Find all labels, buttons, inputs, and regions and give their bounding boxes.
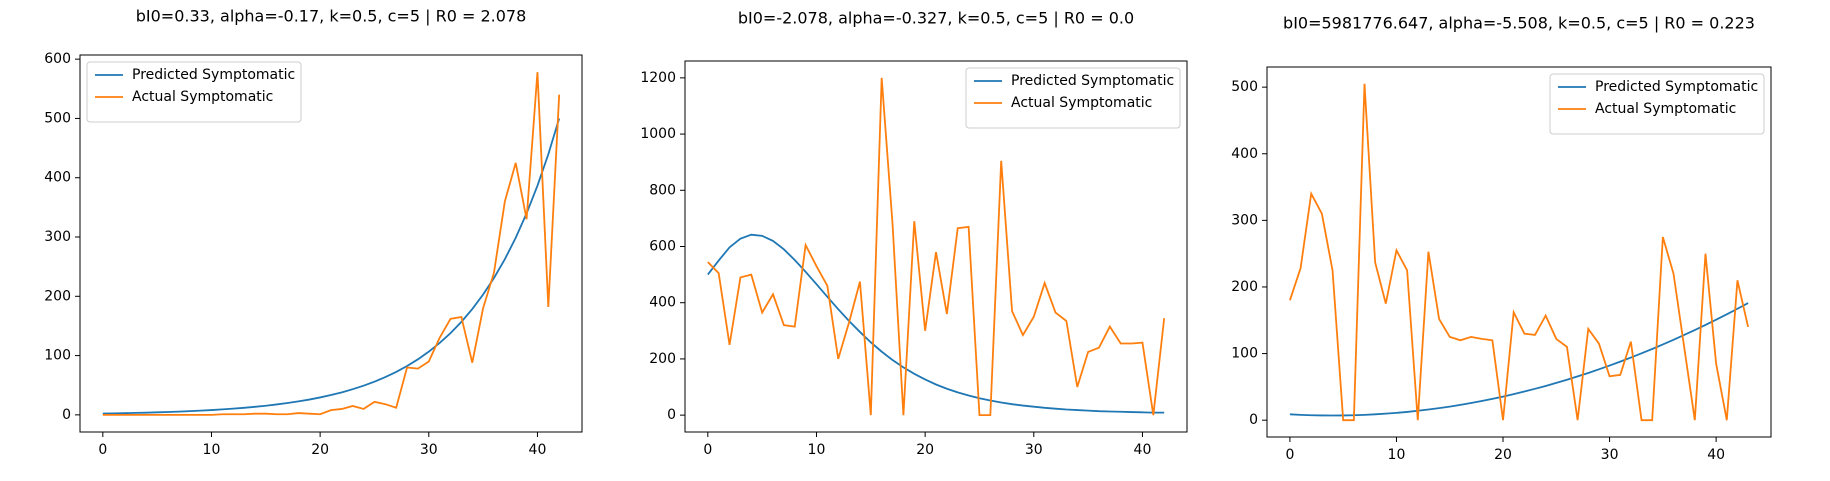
axes-frame [79,54,583,433]
y-tick-label: 0 [667,407,676,423]
legend-label: Actual Symptomatic [1595,101,1736,117]
plot-area [1289,83,1749,422]
x-tick-label: 30 [1025,442,1043,458]
line-series [707,233,1165,414]
y-tick-label: 0 [62,407,71,423]
x-tick-label: 20 [1494,447,1512,463]
legend-label: Predicted Symptomatic [132,67,295,83]
line-series [1289,83,1749,422]
x-tick-label: 30 [420,442,438,458]
subplot: bI0=5981776.647, alpha=-5.508, k=0.5, c=… [1231,14,1772,463]
x-tick-label: 20 [311,442,329,458]
y-tick-label: 300 [44,229,71,245]
y-tick-label: 300 [1231,212,1258,228]
y-tick-label: 1200 [640,70,676,86]
line-series [102,72,561,416]
axes-frame [684,60,1188,433]
y-tick-label: 200 [649,351,676,367]
y-tick-label: 800 [649,182,676,198]
y-tick-label: 200 [44,288,71,304]
subplot: bI0=0.33, alpha=-0.17, k=0.5, c=5 | R0 =… [44,7,583,458]
subplot-title: bI0=0.33, alpha=-0.17, k=0.5, c=5 | R0 =… [136,7,527,26]
legend-label: Actual Symptomatic [1011,95,1152,111]
x-tick-label: 10 [808,442,826,458]
y-tick-label: 500 [44,110,71,126]
y-tick-label: 0 [1249,412,1258,428]
y-tick-label: 100 [44,348,71,364]
x-tick-label: 20 [916,442,934,458]
x-tick-label: 40 [1134,442,1152,458]
y-tick-label: 400 [1231,146,1258,162]
plot-area [707,77,1166,417]
subplot: bI0=-2.078, alpha=-0.327, k=0.5, c=5 | R… [640,9,1188,458]
legend-label: Actual Symptomatic [132,89,273,105]
legend-frame [1549,73,1765,135]
y-tick-label: 100 [1231,346,1258,362]
legend-label: Predicted Symptomatic [1011,73,1174,89]
line-series [1289,302,1749,417]
x-tick-label: 40 [1707,447,1725,463]
x-tick-label: 0 [98,442,107,458]
x-tick-label: 0 [703,442,712,458]
y-tick-label: 600 [649,239,676,255]
x-tick-label: 40 [529,442,547,458]
x-tick-label: 10 [203,442,221,458]
line-series [102,118,561,415]
plot-area [102,72,561,416]
legend: Predicted Symptomatic Actual Symptomatic [1549,73,1765,135]
y-tick-label: 400 [649,295,676,311]
legend-frame [86,61,302,123]
y-tick-label: 200 [1231,279,1258,295]
line-series [707,77,1166,417]
x-tick-label: 0 [1285,447,1294,463]
legend: Predicted Symptomatic Actual Symptomatic [965,67,1181,129]
y-tick-label: 400 [44,170,71,186]
subplot-title: bI0=-2.078, alpha=-0.327, k=0.5, c=5 | R… [738,9,1134,28]
x-tick-label: 10 [1388,447,1406,463]
subplot-title: bI0=5981776.647, alpha=-5.508, k=0.5, c=… [1283,14,1755,33]
legend-label: Predicted Symptomatic [1595,79,1758,95]
legend-frame [965,67,1181,129]
x-tick-label: 30 [1601,447,1619,463]
axes-frame [1266,66,1772,438]
legend: Predicted Symptomatic Actual Symptomatic [86,61,302,123]
y-tick-label: 600 [44,51,71,67]
y-tick-label: 500 [1231,79,1258,95]
y-tick-label: 1000 [640,126,676,142]
